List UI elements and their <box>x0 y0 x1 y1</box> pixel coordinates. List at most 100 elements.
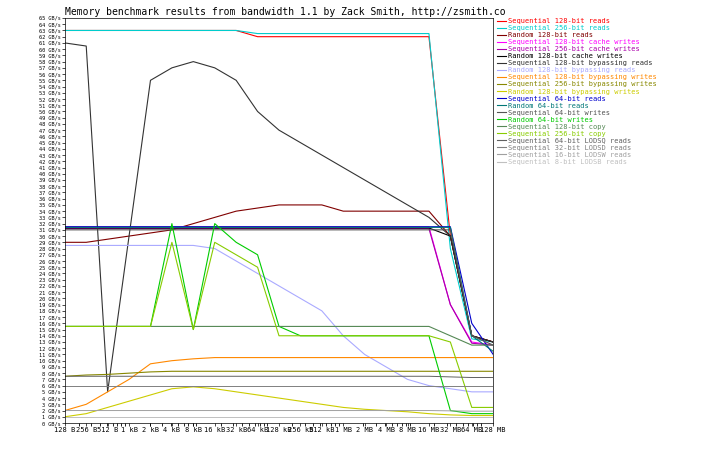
Sequential 32-bit LODSD reads <box>232 383 240 388</box>
Sequential 256-bit reads <box>296 31 305 36</box>
Random 128-bit cache writes <box>425 225 433 231</box>
Random 128-bit cache writes <box>146 225 155 231</box>
Sequential 256-bit cache writes <box>146 226 155 231</box>
Sequential 64-bit reads <box>168 224 176 230</box>
Sequential 8-bit LODSB reads <box>467 414 476 419</box>
Sequential 128-bit cache writes <box>467 339 476 345</box>
Random 128-bit bypassing writes <box>467 413 476 418</box>
Random 128-bit bypassing reads <box>467 389 476 395</box>
Sequential 256-bit copy <box>467 405 476 410</box>
Sequential 128-bit bypassing writes <box>403 355 412 360</box>
Sequential 256-bit cache writes <box>125 226 133 231</box>
Sequential 256-bit bypassing writes <box>318 369 326 374</box>
Random 128-bit bypassing writes <box>489 413 498 418</box>
Random 64-bit writes <box>189 327 197 332</box>
Sequential 64-bit writes <box>104 227 112 233</box>
Random 128-bit cache writes <box>275 225 284 231</box>
Sequential 8-bit LODSB reads <box>168 414 176 419</box>
Line: Random 64-bit writes: Random 64-bit writes <box>65 224 493 414</box>
Sequential 16-bit LODSW reads <box>467 409 476 414</box>
Sequential 256-bit copy <box>403 333 412 338</box>
Random 64-bit writes <box>382 333 390 338</box>
Sequential 64-bit LODSQ reads <box>146 374 155 379</box>
Sequential 128-bit reads <box>382 34 390 40</box>
Sequential 16-bit LODSW reads <box>425 408 433 413</box>
Sequential 8-bit LODSB reads <box>210 414 219 419</box>
Random 128-bit cache writes <box>403 225 412 231</box>
Sequential 128-bit reads <box>318 34 326 40</box>
Sequential 128-bit cache writes <box>210 224 219 230</box>
Random 128-bit cache writes <box>339 225 348 231</box>
Line: Sequential 256-bit copy: Sequential 256-bit copy <box>65 242 493 407</box>
Sequential 8-bit LODSB reads <box>146 414 155 419</box>
Random 128-bit bypassing reads <box>296 296 305 301</box>
Sequential 256-bit copy <box>446 339 455 345</box>
Sequential 256-bit reads <box>446 246 455 251</box>
Random 64-bit writes <box>168 221 176 226</box>
Sequential 128-bit reads <box>489 339 498 345</box>
Sequential 32-bit LODSD reads <box>168 383 176 388</box>
Sequential 128-bit bypassing reads <box>403 202 412 207</box>
Random 128-bit cache writes <box>318 225 326 231</box>
Random 128-bit bypassing writes <box>146 392 155 398</box>
Random 64-bit reads <box>253 225 262 230</box>
Sequential 128-bit bypassing writes <box>446 355 455 360</box>
Sequential 128-bit bypassing writes <box>82 401 91 407</box>
Sequential 128-bit copy <box>168 324 176 329</box>
Random 128-bit reads <box>296 202 305 207</box>
Random 64-bit writes <box>125 324 133 329</box>
Sequential 64-bit writes <box>467 333 476 338</box>
Sequential 8-bit LODSB reads <box>82 414 91 419</box>
Sequential 128-bit reads <box>232 28 240 33</box>
Sequential 128-bit cache writes <box>403 224 412 230</box>
Sequential 64-bit writes <box>339 227 348 233</box>
Sequential 64-bit writes <box>275 227 284 233</box>
Sequential 256-bit copy <box>210 239 219 245</box>
Sequential 128-bit bypassing reads <box>296 140 305 145</box>
Random 128-bit bypassing reads <box>382 364 390 369</box>
Sequential 256-bit bypassing writes <box>125 370 133 376</box>
Sequential 128-bit reads <box>82 28 91 33</box>
Random 128-bit bypassing writes <box>253 392 262 398</box>
Random 64-bit writes <box>210 221 219 226</box>
Sequential 64-bit writes <box>382 227 390 233</box>
Sequential 64-bit LODSQ reads <box>104 374 112 379</box>
Sequential 256-bit cache writes <box>446 302 455 307</box>
Sequential 256-bit reads <box>382 31 390 36</box>
Sequential 256-bit cache writes <box>253 226 262 231</box>
Sequential 16-bit LODSW reads <box>275 408 284 413</box>
Random 128-bit reads <box>382 208 390 214</box>
Sequential 128-bit reads <box>168 28 176 33</box>
Line: Sequential 16-bit LODSW reads: Sequential 16-bit LODSW reads <box>65 410 493 411</box>
Sequential 32-bit LODSD reads <box>146 383 155 388</box>
Sequential 256-bit copy <box>60 324 69 329</box>
Sequential 64-bit writes <box>361 227 369 233</box>
Sequential 8-bit LODSB reads <box>275 414 284 419</box>
Sequential 128-bit bypassing writes <box>232 355 240 360</box>
Sequential 128-bit bypassing reads <box>446 234 455 239</box>
Random 128-bit reads <box>446 234 455 239</box>
Sequential 128-bit reads <box>275 34 284 40</box>
Sequential 256-bit copy <box>489 405 498 410</box>
Random 128-bit reads <box>146 230 155 236</box>
Sequential 64-bit LODSQ reads <box>489 375 498 380</box>
Random 128-bit cache writes <box>104 225 112 231</box>
Sequential 256-bit cache writes <box>467 341 476 346</box>
Sequential 8-bit LODSB reads <box>339 414 348 419</box>
Sequential 256-bit cache writes <box>275 226 284 231</box>
Sequential 128-bit cache writes <box>104 224 112 230</box>
Random 64-bit writes <box>275 324 284 329</box>
Sequential 256-bit reads <box>361 31 369 36</box>
Line: Sequential 256-bit reads: Sequential 256-bit reads <box>65 31 493 342</box>
Sequential 64-bit writes <box>210 227 219 233</box>
Sequential 64-bit LODSQ reads <box>168 374 176 379</box>
Random 128-bit cache writes <box>82 225 91 231</box>
Sequential 64-bit writes <box>60 227 69 233</box>
Sequential 128-bit bypassing writes <box>210 355 219 360</box>
Sequential 16-bit LODSW reads <box>210 408 219 413</box>
Line: Random 64-bit reads: Random 64-bit reads <box>65 227 493 351</box>
Sequential 128-bit reads <box>446 234 455 239</box>
Sequential 256-bit cache writes <box>210 226 219 231</box>
Text: Memory benchmark results from bandwidth 1.1 by Zack Smith, http://zsmith.co: Memory benchmark results from bandwidth … <box>65 7 505 17</box>
Sequential 256-bit cache writes <box>60 226 69 231</box>
